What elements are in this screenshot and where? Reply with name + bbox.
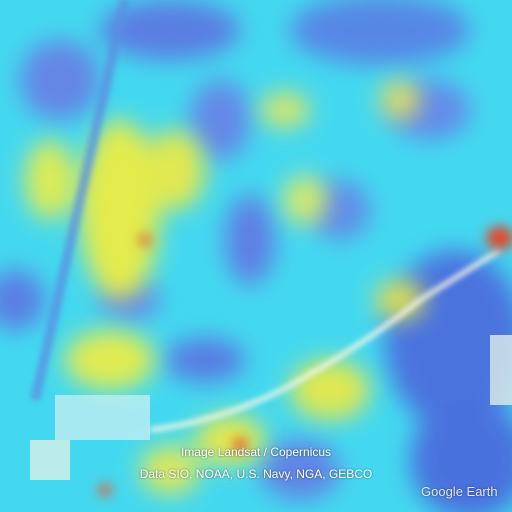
road-curve: [149, 247, 502, 433]
attribution-data: Data SIO, NOAA, U.S. Navy, NGA, GEBCO: [139, 467, 373, 481]
peak-hotspots: [98, 226, 512, 496]
bright-structures: [30, 335, 512, 480]
linear-feature: [30, 0, 130, 402]
google-earth-logo: Google Earth: [421, 484, 498, 499]
high-density-regions: [25, 80, 425, 495]
attribution-imagery: Image Landsat / Copernicus: [180, 445, 332, 459]
